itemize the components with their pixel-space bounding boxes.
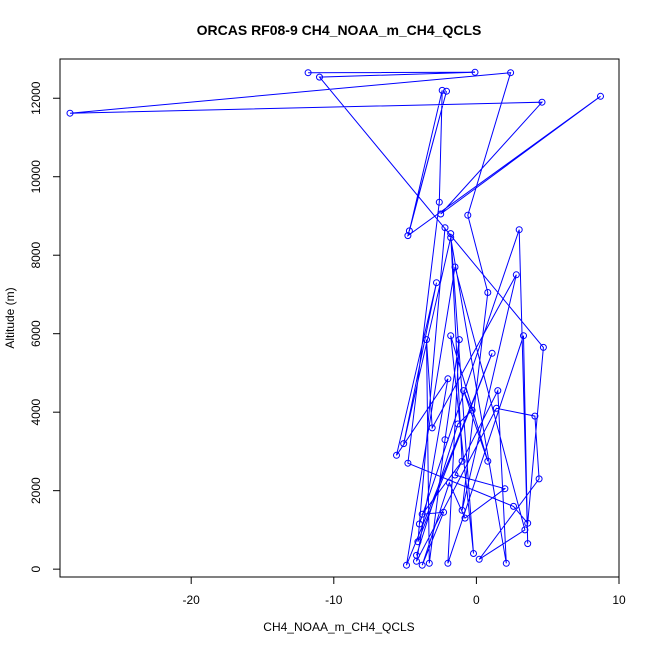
data-point-31 — [441, 224, 449, 232]
x-axis: -20 -10 0 10 — [183, 577, 626, 607]
y-tick-label-3: 6000 — [29, 320, 43, 347]
data-point-33 — [488, 349, 496, 357]
y-tick-label-6: 12000 — [29, 81, 43, 115]
data-point-55 — [418, 510, 426, 518]
series-line — [69, 71, 601, 566]
data-point-58 — [470, 550, 477, 557]
data-point-13 — [437, 210, 445, 218]
x-tick-label-0: -20 — [183, 593, 201, 607]
data-point-21 — [428, 424, 436, 432]
data-point-26 — [444, 559, 452, 567]
x-tick-label-2: 0 — [473, 593, 480, 607]
data-point-30 — [415, 520, 423, 528]
data-point-56 — [458, 457, 466, 465]
data-point-22 — [423, 336, 430, 344]
data-point-27 — [520, 332, 527, 340]
data-point-18 — [484, 289, 492, 296]
data-point-46 — [447, 234, 455, 242]
x-axis-label: CH4_NOAA_m_CH4_QCLS — [263, 620, 414, 634]
data-point-42 — [444, 375, 452, 383]
data-point-54 — [440, 508, 448, 516]
data-point-28 — [524, 540, 532, 548]
data-point-29 — [515, 226, 523, 234]
data-point-36 — [521, 526, 529, 534]
data-point-51 — [461, 514, 469, 522]
data-point-3 — [539, 343, 547, 351]
data-point-34 — [403, 561, 410, 569]
data-point-37 — [475, 555, 483, 563]
data-point-2 — [316, 73, 323, 81]
chart-title: ORCAS RF08-9 CH4_NOAA_m_CH4_QCLS — [197, 22, 482, 38]
x-tick-label-1: -10 — [325, 593, 343, 607]
y-tick-label-4: 8000 — [29, 242, 43, 269]
data-point-59 — [447, 332, 455, 340]
data-point-17 — [464, 211, 472, 219]
plot-frame — [59, 58, 620, 578]
data-point-62 — [468, 406, 476, 414]
y-axis: 0 2000 4000 6000 8000 10000 12000 — [29, 81, 60, 572]
data-point-16 — [507, 69, 515, 77]
y-tick-label-0: 0 — [29, 565, 43, 572]
data-point-5 — [510, 502, 517, 510]
data-point-14 — [538, 98, 546, 106]
y-tick-label-2: 4000 — [29, 399, 43, 426]
data-point-64 — [413, 551, 420, 559]
data-point-4 — [524, 519, 532, 527]
data-point-40 — [492, 404, 500, 412]
data-point-8 — [438, 86, 446, 94]
data-point-12 — [597, 92, 604, 100]
data-point-10 — [443, 87, 450, 95]
data-point-19 — [458, 506, 466, 514]
data-point-63 — [454, 420, 462, 428]
data-point-60 — [484, 457, 492, 465]
data-point-7 — [435, 198, 443, 206]
data-point-53 — [418, 561, 426, 569]
data-point-44 — [433, 279, 440, 287]
data-point-20 — [512, 271, 520, 279]
data-point-39 — [531, 412, 539, 420]
data-point-6 — [404, 459, 412, 467]
data-point-25 — [455, 336, 463, 344]
data-point-57 — [447, 230, 455, 238]
data-point-47 — [502, 559, 510, 567]
series-altitude-profile — [66, 68, 604, 569]
y-tick-label-5: 10000 — [29, 160, 43, 194]
data-point-61 — [460, 387, 468, 395]
data-point-38 — [535, 475, 543, 483]
data-point-24 — [441, 436, 449, 444]
y-axis-label: Altitude (m) — [3, 287, 17, 348]
data-point-45 — [400, 440, 408, 448]
data-point-11 — [404, 232, 412, 240]
data-point-15 — [66, 109, 74, 117]
data-point-52 — [445, 479, 453, 487]
data-point-35 — [451, 263, 459, 271]
x-tick-label-3: 10 — [612, 593, 626, 607]
data-point-0 — [304, 69, 312, 77]
data-point-43 — [393, 451, 400, 459]
data-point-50 — [501, 485, 509, 493]
data-point-49 — [451, 471, 459, 479]
data-point-32 — [414, 538, 422, 546]
data-point-1 — [471, 68, 479, 76]
data-point-9 — [405, 227, 413, 235]
data-point-48 — [494, 387, 502, 395]
data-point-23 — [425, 559, 433, 567]
y-tick-label-1: 2000 — [29, 477, 43, 504]
